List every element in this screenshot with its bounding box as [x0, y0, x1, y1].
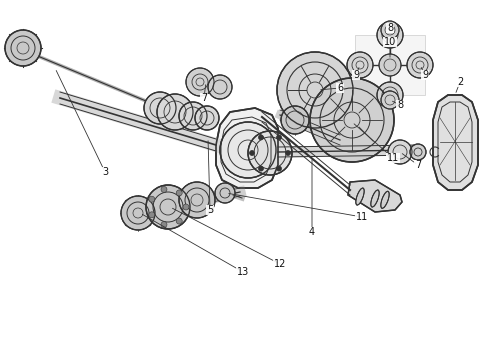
- Text: 8: 8: [397, 100, 403, 110]
- Text: 4: 4: [309, 227, 315, 237]
- Polygon shape: [433, 95, 478, 190]
- Text: 2: 2: [457, 77, 463, 87]
- Circle shape: [281, 106, 309, 134]
- Polygon shape: [216, 108, 278, 188]
- Circle shape: [259, 166, 264, 171]
- Circle shape: [161, 186, 167, 193]
- Circle shape: [5, 30, 41, 66]
- Circle shape: [276, 166, 281, 171]
- Circle shape: [179, 102, 207, 130]
- Polygon shape: [348, 180, 402, 212]
- Circle shape: [310, 78, 394, 162]
- Circle shape: [276, 135, 281, 140]
- Circle shape: [377, 82, 403, 108]
- Circle shape: [176, 190, 182, 196]
- Circle shape: [410, 144, 426, 160]
- Polygon shape: [355, 35, 425, 95]
- Text: 9: 9: [422, 70, 428, 80]
- Circle shape: [286, 150, 291, 156]
- Circle shape: [249, 150, 254, 156]
- Circle shape: [347, 52, 373, 78]
- Circle shape: [179, 182, 215, 218]
- Circle shape: [381, 21, 399, 39]
- Circle shape: [208, 75, 232, 99]
- Text: 13: 13: [237, 267, 249, 277]
- Text: 5: 5: [207, 205, 213, 215]
- Text: 10: 10: [384, 37, 396, 47]
- Text: 9: 9: [353, 70, 359, 80]
- Circle shape: [149, 196, 155, 202]
- Text: 7: 7: [415, 160, 421, 170]
- Circle shape: [176, 218, 182, 224]
- Text: 11: 11: [387, 153, 399, 163]
- Text: 11: 11: [356, 212, 368, 222]
- Circle shape: [381, 91, 399, 109]
- Circle shape: [183, 204, 189, 210]
- Text: 12: 12: [274, 259, 286, 269]
- Circle shape: [388, 140, 412, 164]
- Circle shape: [377, 22, 403, 48]
- Circle shape: [121, 196, 155, 230]
- Ellipse shape: [381, 191, 389, 208]
- Text: 6: 6: [337, 83, 343, 93]
- Circle shape: [157, 94, 193, 130]
- Circle shape: [144, 92, 176, 124]
- Text: 3: 3: [102, 167, 108, 177]
- Circle shape: [149, 212, 155, 218]
- Circle shape: [215, 183, 235, 203]
- Circle shape: [195, 106, 219, 130]
- Circle shape: [248, 131, 292, 175]
- Circle shape: [186, 68, 214, 96]
- Circle shape: [146, 185, 190, 229]
- Circle shape: [277, 52, 353, 128]
- Text: 7: 7: [201, 93, 207, 103]
- Circle shape: [379, 54, 401, 76]
- Circle shape: [259, 135, 264, 140]
- Circle shape: [220, 122, 276, 178]
- Text: 8: 8: [387, 23, 393, 33]
- Ellipse shape: [371, 190, 379, 207]
- Circle shape: [161, 221, 167, 228]
- Ellipse shape: [356, 188, 364, 205]
- Circle shape: [407, 52, 433, 78]
